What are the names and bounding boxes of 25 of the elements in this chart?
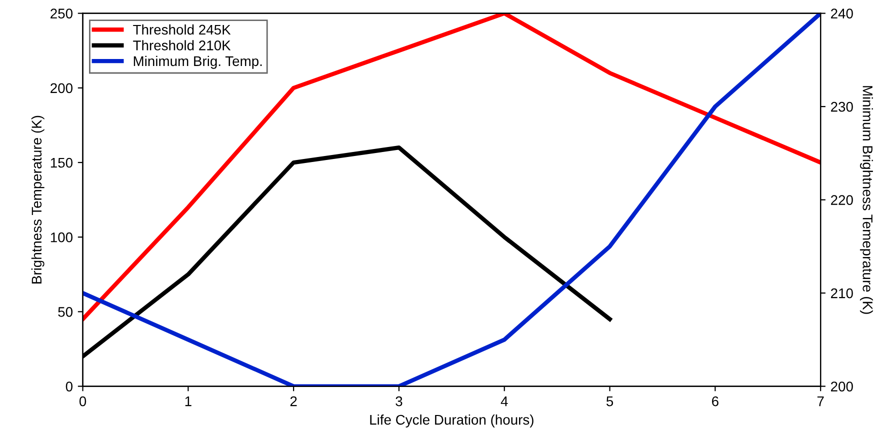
y-tick-label: 0	[66, 382, 73, 392]
legend-label: Minimum Brig. Temp.	[134, 56, 262, 69]
y2-tick-label: 210	[831, 288, 853, 298]
x-tick-label: 4	[500, 396, 508, 406]
legend-label: Threshold 245K	[133, 24, 231, 35]
x-axis-title: Life Cycle Duration (hours)	[370, 414, 534, 428]
y-tick-label: 150	[50, 158, 73, 168]
x-tick-label: 0	[79, 396, 86, 406]
x-tick-label: 1	[185, 396, 192, 406]
y2-tick-label: 220	[831, 195, 853, 205]
y-tick-label: 50	[58, 307, 73, 317]
y-tick-label: 200	[50, 83, 73, 94]
x-tick-label: 7	[817, 396, 824, 406]
x-tick-label: 5	[606, 396, 614, 406]
x-tick-label: 6	[712, 396, 718, 406]
x-tick-label: 2	[290, 396, 297, 406]
y2-axis-title: Minimum Brightness Temeprature (K)	[860, 86, 873, 314]
x-tick-label: 3	[396, 396, 402, 406]
legend-label: Threshold 210K	[133, 40, 231, 50]
y-tick-label: 100	[50, 232, 73, 242]
y2-tick-label: 200	[831, 382, 853, 392]
y-tick-label: 250	[50, 8, 73, 18]
y2-tick-label: 240	[831, 8, 853, 18]
y2-tick-label: 230	[831, 102, 853, 112]
y-axis-title: Brightness Temperature (K)	[31, 116, 44, 284]
